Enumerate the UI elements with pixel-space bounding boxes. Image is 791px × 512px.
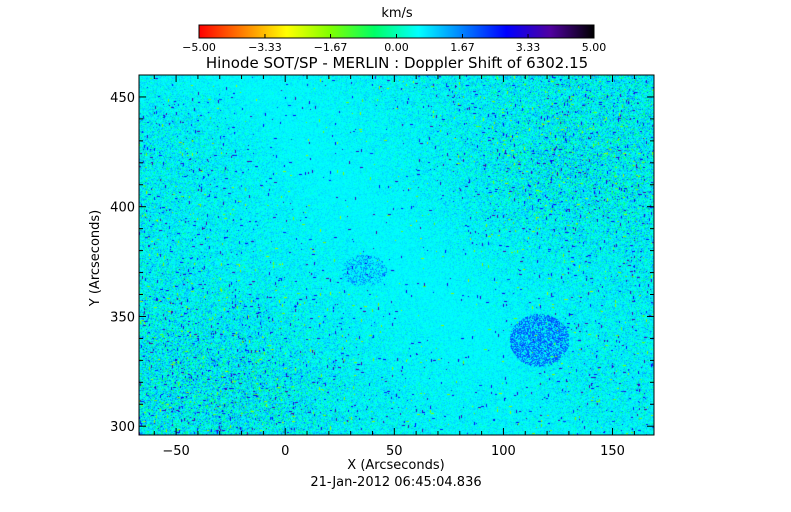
colorbar-tick-label: 0.00 xyxy=(384,41,409,54)
x-tick-label: 50 xyxy=(386,444,403,459)
x-axis: −50 0 50 100 150 xyxy=(153,75,635,459)
y-tick-label: 300 xyxy=(110,420,135,435)
x-tick-label: 150 xyxy=(600,444,625,459)
colorbar: km/s −5.00 −3.33 −1.67 0.00 1.67 3.33 5.00 xyxy=(182,6,606,54)
colorbar-tick-label: −1.67 xyxy=(314,41,348,54)
observation-timestamp: 21-Jan-2012 06:45:04.836 xyxy=(310,475,481,490)
colorbar-tick-label: 3.33 xyxy=(516,41,541,54)
y-tick-label: 400 xyxy=(110,201,135,216)
x-tick-label: 0 xyxy=(281,444,289,459)
x-axis-label: X (Arcseconds) xyxy=(347,458,444,473)
colorbar-tick-label: −5.00 xyxy=(182,41,216,54)
colorbar-ticks: −5.00 −3.33 −1.67 0.00 1.67 3.33 5.00 xyxy=(182,34,606,54)
x-tick-label: 100 xyxy=(491,444,516,459)
doppler-map xyxy=(138,74,655,436)
y-tick-label: 350 xyxy=(110,310,135,325)
colorbar-tick-label: −3.33 xyxy=(248,41,282,54)
x-tick-label: −50 xyxy=(162,444,189,459)
y-tick-label: 450 xyxy=(110,91,135,106)
colorbar-tick-label: 1.67 xyxy=(450,41,475,54)
doppler-map-image xyxy=(139,75,654,435)
plot-frame xyxy=(138,74,655,436)
colorbar-unit-label: km/s xyxy=(381,6,413,21)
chart-title: Hinode SOT/SP - MERLIN : Doppler Shift o… xyxy=(206,54,588,72)
colorbar-tick-label: 5.00 xyxy=(582,41,607,54)
y-axis: 300 350 400 450 xyxy=(110,74,654,435)
y-axis-label: Y (Arcseconds) xyxy=(88,210,103,307)
